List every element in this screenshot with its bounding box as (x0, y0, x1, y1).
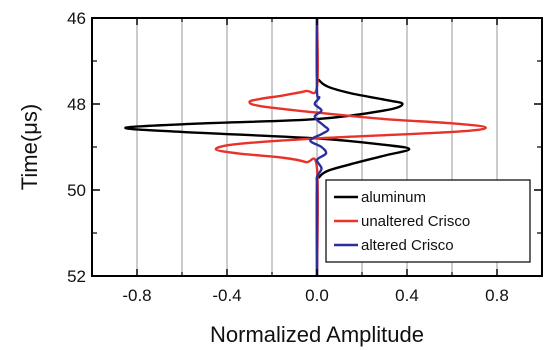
x-tick-label: 0.4 (395, 286, 419, 305)
series-line-altered-crisco (309, 17, 330, 276)
legend: aluminum unaltered Crisco altered Crisco (325, 179, 531, 263)
series-lines (124, 17, 487, 277)
axis-ticks: -0.8 -0.4 0.0 0.4 0.8 46 48 50 52 (67, 9, 543, 305)
legend-label-altered-crisco: altered Crisco (361, 237, 454, 254)
legend-label-aluminum: aluminum (361, 189, 426, 206)
series-line-unaltered-crisco (214, 17, 487, 277)
y-tick-label: 52 (67, 267, 86, 286)
y-tick-label: 50 (67, 181, 86, 200)
y-axis-title: Time(μs) (17, 104, 42, 190)
y-tick-label: 48 (67, 95, 86, 114)
x-tick-label: 0.0 (305, 286, 329, 305)
x-tick-label: -0.4 (212, 286, 241, 305)
series-line-aluminum (124, 17, 411, 277)
legend-label-unaltered-crisco: unaltered Crisco (361, 213, 470, 230)
x-axis-title: Normalized Amplitude (210, 322, 424, 347)
y-tick-label: 46 (67, 9, 86, 28)
x-tick-label: 0.8 (485, 286, 509, 305)
legend-box (325, 179, 531, 263)
x-tick-label: -0.8 (122, 286, 151, 305)
